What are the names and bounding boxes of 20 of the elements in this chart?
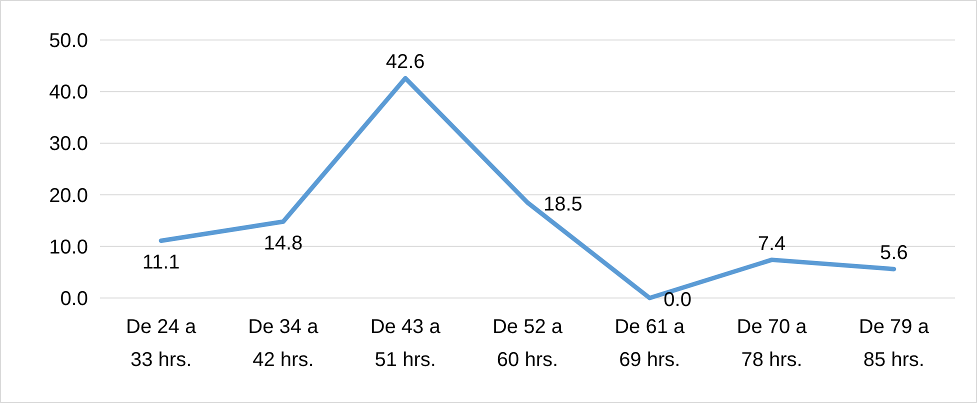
- data-label: 11.1: [142, 252, 180, 274]
- y-tick-label: 10.0: [49, 236, 88, 258]
- x-tick-label: De 24 a 33 hrs.: [126, 316, 197, 371]
- y-tick-label: 40.0: [49, 82, 88, 104]
- data-label: 5.6: [880, 242, 908, 264]
- data-label: 14.8: [264, 232, 303, 255]
- y-tick-label: 20.0: [49, 184, 88, 207]
- x-tick-label: De 70 a 78 hrs.: [736, 316, 808, 371]
- data-label: 0.0: [664, 289, 692, 311]
- y-tick-label: 30.0: [49, 133, 88, 156]
- x-tick-label: De 43 a 51 hrs.: [370, 316, 442, 371]
- x-tick-label: De 52 a 60 hrs.: [492, 316, 564, 371]
- x-tick-label: De 34 a 42 hrs.: [248, 316, 320, 371]
- x-tick-label: De 61 a 69 hrs.: [614, 316, 686, 371]
- data-label: 18.5: [544, 194, 582, 216]
- data-label: 42.6: [386, 51, 425, 74]
- y-tick-label: 50.0: [49, 30, 88, 52]
- x-tick-label: De 79 a 85 hrs.: [858, 316, 930, 371]
- data-label: 7.4: [758, 232, 786, 255]
- y-tick-label: 0.0: [60, 288, 88, 310]
